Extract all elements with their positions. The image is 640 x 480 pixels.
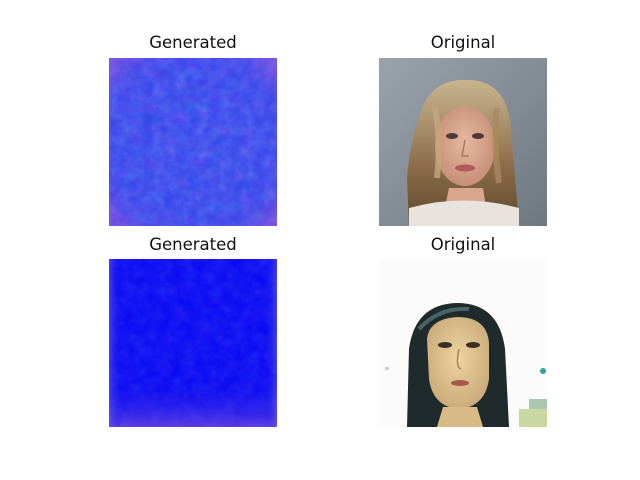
panel-title-original-1: Original [430,33,496,52]
panel-title-original-2: Original [430,235,496,254]
generated-image-1 [109,58,277,226]
panel-title-generated-2: Generated [149,235,237,254]
generated-image-2 [109,259,277,427]
original-photo-1 [379,58,547,226]
original-photo-2 [379,259,547,427]
panel-title-generated-1: Generated [149,33,237,52]
